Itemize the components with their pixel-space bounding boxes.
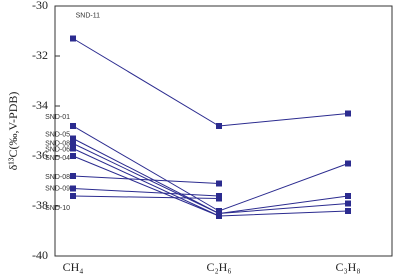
point [216,180,222,187]
point [70,185,76,192]
x-tick-label: C₂H₆ [206,260,231,274]
series-label: SND-06 [45,146,70,153]
y-axis-label: δ¹³C(‰,V-PDB) [6,92,20,171]
point [70,193,76,199]
point [216,213,222,219]
y-tick-label: -40 [32,248,48,262]
y-tick-label: -34 [32,98,48,112]
series-label: SND-09 [45,185,70,192]
series-label: SND-01 [45,114,70,121]
y-tick-label: -36 [32,148,48,162]
series-label: SND-08 [45,140,70,147]
point [345,193,351,199]
series-label: SND-10 [45,205,70,212]
series-line [72,155,220,217]
series-label: SND-05 [45,131,70,138]
point [216,195,222,202]
series-line [72,195,220,199]
point [345,208,351,214]
point [70,123,76,129]
point [70,153,76,159]
x-tick-label: C₃H₈ [335,260,360,274]
series-label: SND-08 [45,174,70,181]
series-line [72,38,349,127]
point [345,110,351,117]
point [345,160,351,167]
y-tick-label: -32 [32,48,48,62]
series-label: SND-11 [76,12,100,19]
y-tick-label: -30 [32,0,48,12]
point [70,145,76,152]
series-line [72,188,220,197]
y-tick-label: -38 [32,198,48,212]
point [70,140,76,147]
point [70,135,76,142]
plot-frame [54,5,393,257]
series-label: SND-04 [45,155,70,162]
point [345,200,351,207]
point [216,123,222,129]
series-line [72,175,220,184]
point [70,35,76,42]
x-tick-label: CH₄ [63,260,84,274]
point [70,173,76,179]
